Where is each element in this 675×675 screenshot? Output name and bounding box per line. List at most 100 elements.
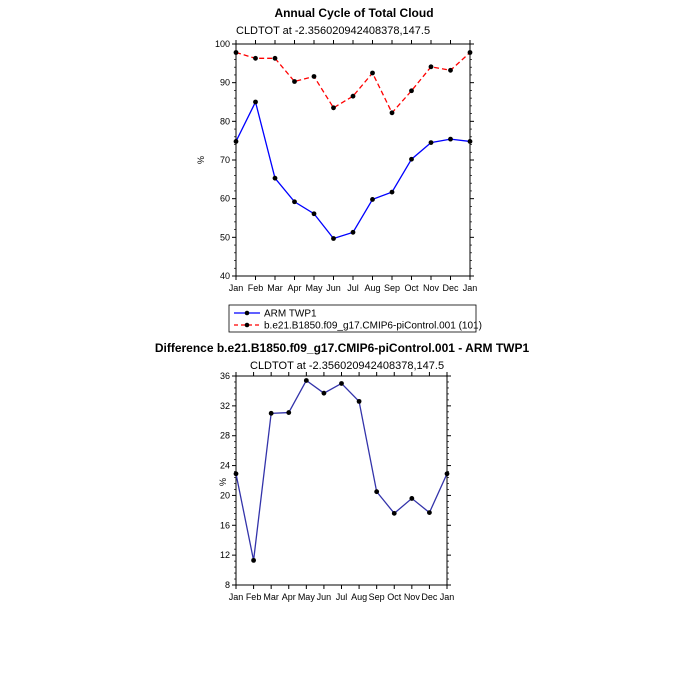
x-tick-label: Mar xyxy=(267,283,283,293)
data-point xyxy=(311,211,317,217)
y-axis-label: % xyxy=(196,156,206,164)
y-tick-label: 100 xyxy=(215,39,230,49)
data-point xyxy=(409,88,414,94)
data-point xyxy=(409,496,415,501)
x-tick-label: Jun xyxy=(317,592,332,602)
data-point xyxy=(467,139,473,144)
data-point xyxy=(350,93,356,99)
data-point xyxy=(428,140,434,146)
data-point xyxy=(448,67,453,73)
series-line-primary xyxy=(235,100,471,240)
x-tick-label: Jan xyxy=(463,283,478,293)
x-tick-label: Feb xyxy=(246,592,262,602)
plot-area: 40 50 60 70 80 90 100 Jan Feb Mar Apr May Jun Jul Aug S… xyxy=(215,39,477,293)
x-tick-label: Sep xyxy=(384,283,400,293)
y-tick-label: 70 xyxy=(220,155,230,165)
difference-panel: Difference b.e21.B1850.f09_g17.CMIP6-piC… xyxy=(155,341,530,602)
plot-frame xyxy=(235,375,448,586)
x-tick-label: Jan xyxy=(229,592,244,602)
y-tick-label: 24 xyxy=(220,461,230,471)
data-point xyxy=(292,79,297,84)
x-tick-label: Oct xyxy=(387,592,402,602)
x-tick-label: Jan xyxy=(440,592,455,602)
x-tick-label: May xyxy=(305,283,323,293)
data-point xyxy=(391,510,397,516)
x-tick-label: Aug xyxy=(351,592,367,602)
data-point xyxy=(444,471,450,477)
x-tick-label: Mar xyxy=(263,592,279,602)
data-point xyxy=(427,510,432,515)
legend-marker-obs xyxy=(244,310,250,316)
legend-marker-model xyxy=(244,322,250,328)
legend-box xyxy=(228,304,477,333)
data-point xyxy=(253,55,258,61)
data-point xyxy=(311,74,317,79)
data-point xyxy=(253,99,258,105)
x-tick-label: Nov xyxy=(423,283,440,293)
y-tick-label: 20 xyxy=(220,490,230,500)
x-tick-label: Jan xyxy=(229,283,244,293)
data-point xyxy=(321,390,327,396)
data-point xyxy=(233,471,239,477)
chart-title: Difference b.e21.B1850.f09_g17.CMIP6-piC… xyxy=(155,341,530,355)
data-point xyxy=(303,378,309,383)
data-point xyxy=(389,189,395,195)
data-point xyxy=(428,64,434,70)
annual-cycle-panel: Annual Cycle of Total Cloud CLDTOT at -2… xyxy=(196,6,477,293)
data-point xyxy=(233,50,239,55)
data-point xyxy=(331,236,336,241)
chart-subtitle: CLDTOT at -2.356020942408378,147.5 xyxy=(250,360,444,372)
y-tick-label: 50 xyxy=(220,232,230,242)
data-point xyxy=(292,199,297,205)
data-point xyxy=(448,136,453,142)
y-tick-label: 80 xyxy=(220,116,230,126)
y-tick-label: 12 xyxy=(220,550,230,560)
y-tick-label: 90 xyxy=(220,78,230,88)
y-tick-label: 8 xyxy=(225,580,230,590)
x-tick-label: Dec xyxy=(442,283,459,293)
x-tick-label: Nov xyxy=(404,592,421,602)
data-point xyxy=(467,50,473,55)
chart-title: Annual Cycle of Total Cloud xyxy=(274,6,433,20)
y-tick-label: 32 xyxy=(220,401,230,411)
x-tick-label: Aug xyxy=(364,283,380,293)
series-line-secondary xyxy=(235,51,471,114)
plot-frame xyxy=(235,43,471,277)
x-tick-label: Dec xyxy=(421,592,438,602)
y-tick-label: 40 xyxy=(220,271,230,281)
data-point xyxy=(356,398,362,404)
legend-entry-model: b.e21.B1850.f09_g17.CMIP6-piControl.001 … xyxy=(264,321,482,332)
x-tick-label: Jul xyxy=(336,592,348,602)
series-line-primary xyxy=(235,379,448,561)
data-point xyxy=(409,156,414,162)
data-point xyxy=(272,175,278,181)
data-point xyxy=(370,70,375,76)
y-tick-label: 60 xyxy=(220,194,230,204)
data-point xyxy=(389,110,395,116)
y-axis-label: % xyxy=(218,478,228,486)
data-point xyxy=(251,557,256,563)
y-tick-label: 16 xyxy=(220,520,230,530)
x-tick-label: Apr xyxy=(287,283,301,293)
data-point xyxy=(286,410,292,415)
chart-subtitle: CLDTOT at -2.356020942408378,147.5 xyxy=(236,25,430,37)
y-tick-label: 28 xyxy=(220,431,230,441)
data-point xyxy=(339,381,344,386)
x-tick-label: Apr xyxy=(282,592,296,602)
data-point xyxy=(370,197,375,202)
legend: ARM TWP1 b.e21.B1850.f09_g17.CMIP6-piCon… xyxy=(228,304,482,333)
data-point xyxy=(350,229,356,235)
x-tick-label: Sep xyxy=(369,592,385,602)
x-tick-label: May xyxy=(298,592,316,602)
data-point xyxy=(374,489,380,495)
data-point xyxy=(331,105,336,111)
x-tick-label: Feb xyxy=(248,283,264,293)
data-point xyxy=(233,139,239,144)
x-tick-label: Oct xyxy=(404,283,419,293)
x-tick-label: Jul xyxy=(347,283,359,293)
data-point xyxy=(268,410,274,416)
legend-entry-obs: ARM TWP1 xyxy=(264,309,317,320)
y-tick-label: 36 xyxy=(220,371,230,381)
